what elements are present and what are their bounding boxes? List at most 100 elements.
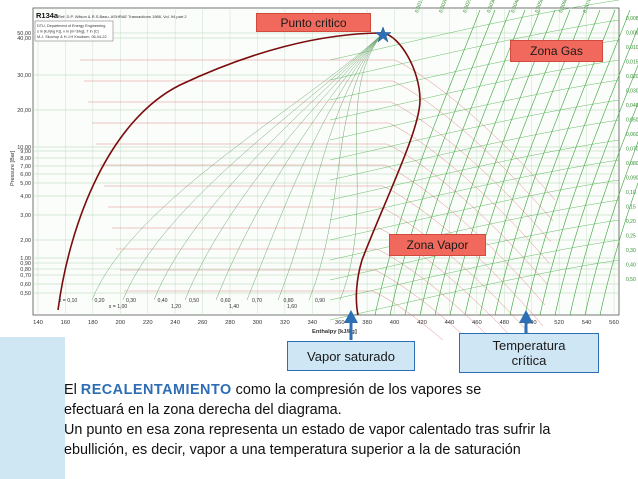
body-line-4: ebullición, es decir, vapor a una temper… [64,442,521,458]
x-tick-label: 180 [88,320,98,326]
x-tick-label: 280 [225,320,235,326]
volume-labels: 0,0015 0,0020 0,0025 0,0030 0,0040 0,0050 0,00… [414,0,638,283]
isentrope-line [599,182,638,316]
volume-label: 0,0050 [534,0,545,14]
isentrope-line [539,26,638,316]
volume-label: 0,0030 [486,0,497,14]
isentrope-line [554,64,638,316]
volume-label: 0,40 [626,263,636,269]
body-text: El RECALENTAMIENTO como la compresión de… [64,380,634,460]
quality-label: 0,20 [94,298,104,304]
volume-label: 0,10 [626,190,636,196]
x-tick-label: 300 [253,320,263,326]
body-line-3: Un punto en esa zona representa un estad… [64,422,551,438]
isotherm-line [112,227,515,340]
credit-line-3: M.J. Skovrup & H.J.H Knudsen, 06-04-22 [37,35,107,39]
credit-line-1: DTU, Department of Energy Engineering [37,24,105,28]
callout-vapor-saturado-label: Vapor saturado [307,348,395,364]
y-tick-label: 0,60 [20,282,31,288]
isentrope-line [374,9,481,316]
isotherm-line [84,80,554,222]
y-tick-label: 5,00 [20,181,31,187]
isochore-line [329,239,620,301]
x-tick-label: 200 [115,320,125,326]
entropy-label: 1,20 [171,304,181,310]
volume-label: 0,15 [626,205,636,211]
isentrope-line [569,102,638,316]
y-tick-label: 0,50 [20,291,31,297]
volume-label: 0,50 [626,277,636,283]
critical-point-star-icon [374,26,392,43]
y-axis-title: Pressure [Bar] [10,150,16,186]
isotherm-line [120,269,469,340]
quality-label: x = 0,10 [59,298,78,304]
y-tick-label: 40,00 [17,36,31,42]
x-tick-labels: 140 160 180 200 220 240 260 280 300 320 340 360 380 4… [33,320,619,326]
y-tick-label: 7,00 [20,164,31,170]
volume-label: 0,0040 [510,0,521,14]
quality-label: 0,60 [220,298,230,304]
x-tick-label: 400 [390,320,400,326]
x-tick-label: 540 [582,320,592,326]
quality-line [339,32,384,301]
volume-label: 0,0070 [582,0,593,14]
x-tick-label: 140 [33,320,43,326]
x-tick-label: 560 [609,320,619,326]
y-tick-label: 1,00 [20,256,31,262]
y-tick-label: 20,00 [17,108,31,114]
volume-label: 0,0020 [438,0,449,14]
y-tick-label: 8,00 [20,156,31,162]
volume-label: 0,030 [626,89,638,95]
isotherm-lines [80,59,556,340]
quality-line [153,32,384,301]
credit-line-2: s in [kJ/(kg K)], v in [m^3/kg], T in [C… [37,30,99,34]
x-tick-label: 340 [307,320,317,326]
pressure-gridlines [33,32,619,294]
volume-label: 0,25 [626,234,636,240]
callout-punto-critico-label: Punto critico [280,15,347,30]
y-tick-label: 10,00 [17,145,31,151]
isotherm-line [80,59,556,201]
quality-line [184,32,384,301]
quality-line [277,32,384,301]
quality-line [308,32,384,301]
volume-label: 0,060 [626,132,638,138]
isochore-line [329,99,620,161]
vapor-saturado-arrow-head-icon [344,310,358,323]
isochore-line [329,119,620,181]
y-tick-label: 30,00 [17,73,31,79]
body-line-1: El RECALENTAMIENTO como la compresión de… [64,380,634,400]
refrigerant-name: R134a [36,11,59,20]
body-line-1-emphasis: RECALENTAMIENTO [80,382,232,398]
isochore-line [329,259,620,321]
y-tick-label: 0,70 [20,273,31,279]
x-tick-label: 360 [335,320,345,326]
volume-label: 0,0060 [558,0,569,14]
sidebar-accent [0,337,65,479]
isochore-line [329,79,620,141]
isochore-line [329,139,620,201]
x-tick-label: 240 [170,320,180,326]
x-tick-label: 420 [417,320,427,326]
quality-line [215,32,384,301]
volume-label: 0,050 [626,118,638,124]
x-tick-label: 260 [198,320,208,326]
volume-label: 0,20 [626,219,636,225]
isotherm-line [124,290,444,340]
y-tick-label: 6,00 [20,172,31,178]
callout-temperatura-critica-line2: crítica [511,353,547,368]
isotherm-line [100,164,546,306]
quality-line [122,32,384,301]
isentrope-line [404,9,511,316]
x-tick-label: 460 [472,320,482,326]
y-tick-label: 0,80 [20,267,31,273]
volume-label: 0,0025 [462,0,473,14]
entropy-label: 1,60 [287,304,297,310]
isochore-line [329,59,620,121]
callout-vapor-saturado: Vapor saturado [287,341,415,371]
quality-label: 0,90 [315,298,325,304]
volume-label: 0,040 [626,103,638,109]
x-tick-label: 520 [554,320,564,326]
